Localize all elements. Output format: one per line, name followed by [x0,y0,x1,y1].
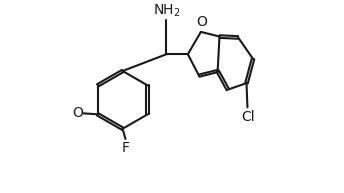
Text: F: F [121,141,129,155]
Text: O: O [72,106,83,120]
Text: Cl: Cl [241,110,255,124]
Text: O: O [196,15,207,29]
Text: NH$_2$: NH$_2$ [153,3,180,19]
